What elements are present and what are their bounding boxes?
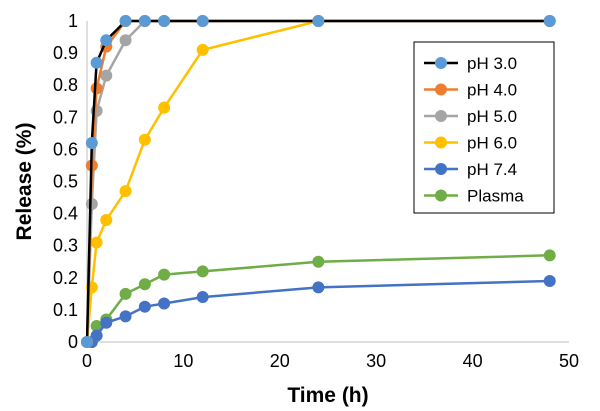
- data-point-ph-3-0: [85, 136, 98, 149]
- legend-label-ph-7-4: pH 7.4: [467, 160, 517, 179]
- data-point-ph-7-4: [312, 281, 325, 294]
- data-point-ph-5-0: [119, 34, 132, 47]
- legend-marker-ph-6-0: [435, 136, 447, 149]
- data-point-ph-7-4: [158, 297, 171, 310]
- data-point-plasma: [138, 278, 151, 291]
- legend-item-ph-4-0: pH 4.0: [424, 81, 517, 100]
- y-tick-label: 0.6: [53, 139, 78, 159]
- legend-label-ph-4-0: pH 4.0: [467, 81, 517, 100]
- series-ph-7-4: [81, 275, 556, 348]
- x-tick-label: 0: [82, 351, 92, 371]
- legend-item-ph-3-0: pH 3.0: [424, 54, 517, 73]
- x-tick-label: 20: [270, 351, 290, 371]
- x-tick-label: 50: [559, 351, 579, 371]
- y-tick-label: 0.4: [53, 204, 78, 224]
- series-line-ph-6-0: [85, 19, 551, 344]
- data-point-plasma: [90, 319, 103, 332]
- data-point-ph-7-4: [138, 300, 151, 313]
- x-tick-label: 10: [173, 351, 193, 371]
- y-tick-label: 1: [68, 11, 78, 31]
- data-point-ph-6-0: [158, 101, 171, 114]
- data-point-ph-6-0: [119, 185, 132, 198]
- data-point-ph-6-0: [138, 133, 151, 146]
- legend-marker-ph-3-0: [435, 57, 447, 69]
- data-point-ph-7-4: [119, 310, 132, 323]
- y-tick-label: 0.2: [53, 268, 78, 288]
- x-tick-label: 30: [366, 351, 386, 371]
- series-line-ph-3-0: [85, 19, 551, 344]
- legend-label-ph-5-0: pH 5.0: [467, 107, 517, 126]
- y-tick-label: 0: [68, 332, 78, 352]
- data-point-ph-3-0: [138, 15, 151, 27]
- legend-marker-ph-7-4: [435, 163, 447, 175]
- data-point-ph-3-0: [119, 15, 132, 27]
- series-plasma: [81, 249, 556, 348]
- series-ph-3-0: [81, 15, 556, 348]
- data-point-plasma: [158, 268, 171, 281]
- y-tick-label: 0.7: [53, 107, 78, 127]
- data-series: [81, 15, 556, 348]
- legend-item-ph-7-4: pH 7.4: [424, 160, 517, 179]
- y-tick-label: 0.1: [53, 300, 78, 320]
- data-point-ph-5-0: [100, 69, 113, 82]
- data-point-ph-3-0: [100, 34, 113, 47]
- data-point-plasma: [312, 255, 325, 268]
- data-point-ph-3-0: [543, 15, 556, 27]
- legend-label-ph-6-0: pH 6.0: [467, 134, 517, 153]
- data-point-plasma: [196, 265, 209, 278]
- data-point-plasma: [119, 287, 132, 300]
- data-point-ph-3-0: [158, 15, 171, 27]
- legend: pH 3.0 pH 4.0 pH 5.0 pH 6.0 pH 7.4 Plasma: [413, 41, 555, 214]
- tick-labels: 0 10 20 30 40 50 0 0.1 0.2 0.3 0.4 0.5 0.6 0.7 0.8 0.9 1: [53, 11, 579, 371]
- data-point-ph-3-0: [196, 15, 209, 27]
- legend-marker-ph-5-0: [435, 110, 447, 122]
- data-point-ph-3-0: [312, 15, 325, 27]
- data-point-ph-6-0: [100, 214, 113, 227]
- data-point-ph-6-0: [196, 43, 209, 56]
- series-line-plasma: [85, 254, 551, 344]
- data-point-ph-6-0: [90, 236, 103, 249]
- data-point-ph-7-4: [196, 291, 209, 304]
- y-axis-title: Release (%): [13, 123, 36, 241]
- y-tick-label: 0.5: [53, 172, 78, 192]
- y-tick-label: 0.8: [53, 75, 78, 95]
- data-point-ph-7-4: [100, 316, 113, 329]
- data-point-plasma: [543, 249, 556, 262]
- data-point-ph-3-0: [90, 56, 103, 69]
- x-axis-title: Time (h): [287, 384, 368, 407]
- y-tick-label: 0.3: [53, 236, 78, 256]
- legend-item-plasma: Plasma: [424, 187, 524, 206]
- data-point-ph-7-4: [90, 329, 103, 342]
- legend-label-ph-3-0: pH 3.0: [467, 54, 517, 73]
- legend-marker-ph-4-0: [435, 83, 447, 96]
- legend-marker-plasma: [435, 189, 447, 202]
- legend-label-plasma: Plasma: [467, 187, 524, 206]
- legend-box: [413, 41, 555, 214]
- data-point-ph-4-0: [90, 82, 103, 95]
- data-point-ph-7-4: [543, 275, 556, 288]
- legend-item-ph-5-0: pH 5.0: [424, 107, 517, 126]
- y-tick-label: 0.9: [53, 43, 78, 63]
- x-tick-label: 40: [463, 351, 483, 371]
- legend-item-ph-6-0: pH 6.0: [424, 134, 517, 153]
- data-point-ph-3-0: [81, 336, 93, 348]
